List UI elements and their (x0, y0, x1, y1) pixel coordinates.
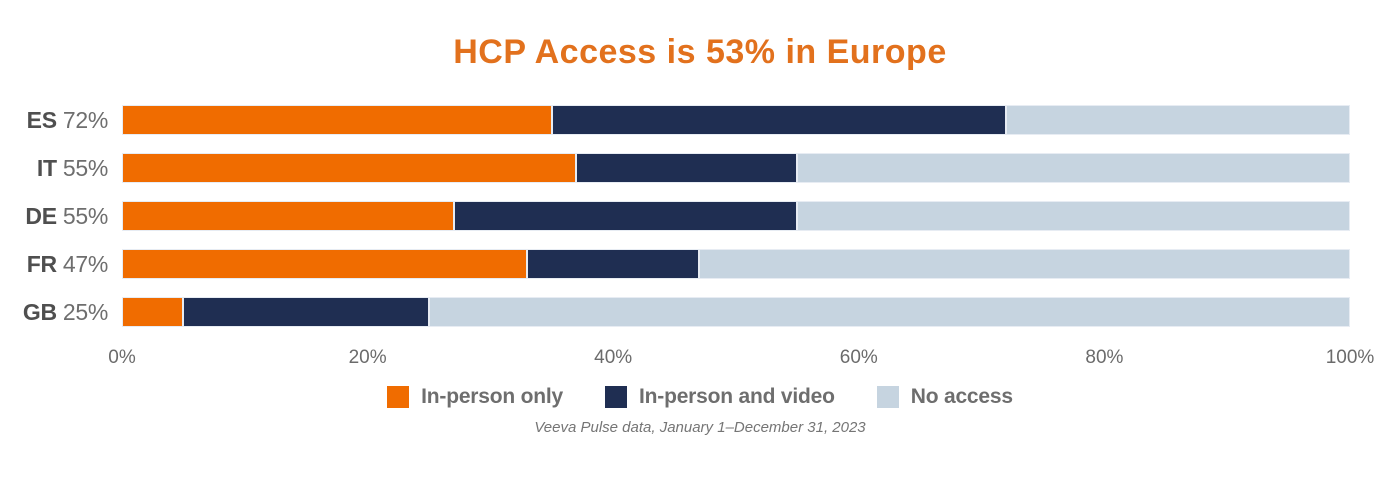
x-tick-0: 0% (108, 347, 136, 369)
bar-track (122, 249, 1350, 280)
bar-segment-in-person-only (122, 249, 528, 280)
bar-track (122, 105, 1350, 136)
bar-segment-in-person-and-video (453, 201, 798, 232)
bar-row-gb: GB 25% (0, 297, 1400, 328)
bar-segment-in-person-only (122, 297, 184, 328)
bar-segment-no-access (428, 297, 1350, 328)
bar-row-it: IT 55% (0, 153, 1400, 184)
legend-label: No access (910, 385, 1013, 409)
bar-track (122, 153, 1350, 184)
category-label: GB 25% (22, 298, 108, 325)
legend-label: In-person and video (639, 385, 835, 409)
bar-rows: ES 72% IT 55% DE 55% FR 47% GB 25% (0, 105, 1400, 328)
plot-area: ES 72% IT 55% DE 55% FR 47% GB 25% 0% 20% 40% 6… (0, 105, 1400, 371)
chart-title: HCP Access is 53% in Europe (453, 33, 947, 71)
bar-segment-in-person-and-video (576, 153, 798, 184)
bar-segment-in-person-and-video (527, 249, 700, 280)
category-label: IT 55% (36, 154, 108, 181)
x-tick-60: 60% (839, 347, 878, 369)
bar-segment-in-person-only (122, 105, 552, 136)
legend-swatch (876, 386, 899, 409)
source-note: Veeva Pulse data, January 1–December 31,… (534, 419, 866, 437)
bar-segment-in-person-and-video (551, 105, 1007, 136)
x-tick-20: 20% (348, 347, 387, 369)
bar-row-fr: FR 47% (0, 249, 1400, 280)
legend-swatch (605, 386, 628, 409)
bar-track (122, 201, 1350, 232)
legend-swatch (387, 386, 410, 409)
category-label: DE 55% (25, 202, 108, 229)
x-tick-80: 80% (1085, 347, 1124, 369)
bar-segment-in-person-only (122, 153, 577, 184)
x-tick-100: 100% (1325, 347, 1375, 369)
bar-segment-in-person-only (122, 201, 454, 232)
legend-label: In-person only (421, 385, 564, 409)
category-label: ES 72% (26, 106, 109, 133)
bar-row-de: DE 55% (0, 201, 1400, 232)
bar-track (122, 297, 1350, 328)
bar-segment-no-access (797, 153, 1350, 184)
legend-item-no-access: No access (876, 385, 1013, 409)
legend-item-in-person-and-video: In-person and video (605, 385, 835, 409)
legend-item-in-person-only: In-person only (387, 385, 563, 409)
x-tick-40: 40% (594, 347, 633, 369)
bar-segment-no-access (797, 201, 1350, 232)
legend: In-person only In-person and video No acce… (0, 385, 1400, 409)
x-axis: 0% 20% 40% 60% 80% 100% (108, 345, 1374, 371)
bar-segment-in-person-and-video (183, 297, 429, 328)
bar-segment-no-access (699, 249, 1350, 280)
category-label: FR 47% (26, 250, 109, 277)
bar-row-es: ES 72% (0, 105, 1400, 136)
bar-segment-no-access (1006, 105, 1350, 136)
